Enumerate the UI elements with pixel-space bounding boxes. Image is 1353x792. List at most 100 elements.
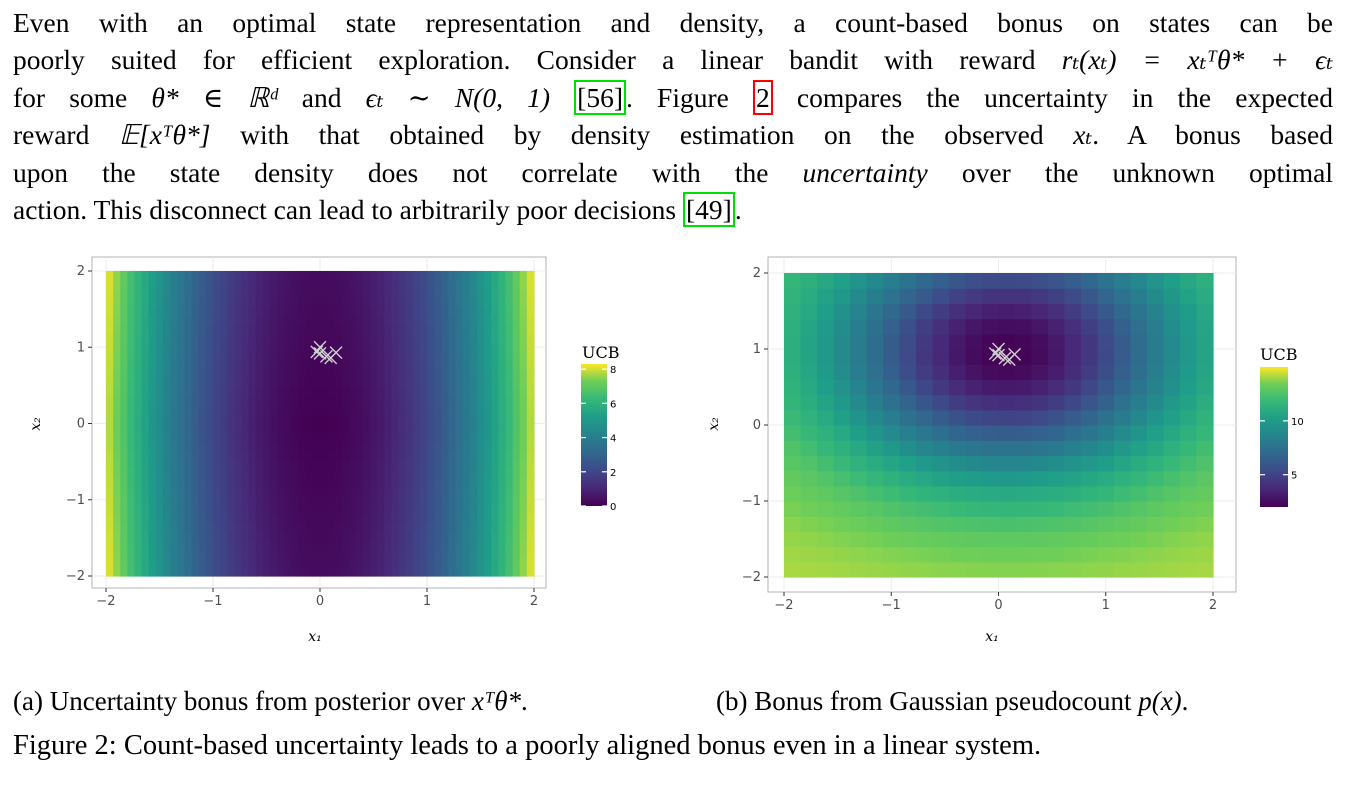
heatmap-cell [177, 531, 186, 541]
heatmap-cell [384, 504, 392, 514]
heatmap-cell [148, 369, 157, 380]
heatmap-cell [305, 378, 314, 389]
heatmap-cell [277, 486, 285, 496]
heatmap-cell [362, 360, 371, 371]
heatmap-cell [512, 486, 521, 496]
heatmap-cell [213, 271, 221, 281]
heatmap-cell [462, 297, 471, 308]
heatmap-cell [291, 531, 300, 541]
heatmap-cell [405, 315, 414, 326]
heatmap-cell [170, 558, 178, 568]
heatmap-cell [427, 486, 435, 496]
heatmap-cell [277, 351, 285, 362]
heatmap-cell [455, 396, 464, 407]
heatmap-cell [384, 567, 392, 577]
heatmap-cell [455, 360, 464, 371]
heatmap-cell [1081, 561, 1099, 578]
heatmap-cell [284, 558, 293, 568]
figure-ref-link[interactable]: 2 [752, 79, 773, 115]
heatmap-cell [455, 495, 464, 505]
heatmap-cell [334, 540, 342, 550]
heatmap-cell [120, 351, 128, 362]
heatmap-cell [512, 423, 521, 434]
heatmap-cell [127, 342, 136, 353]
heatmap-cell [526, 558, 535, 568]
heatmap-cell [377, 360, 385, 371]
heatmap-cell [800, 349, 818, 365]
heatmap-cell [220, 495, 228, 505]
heatmap-cell [198, 414, 207, 425]
heatmap-cell [405, 432, 414, 443]
heatmap-cell [205, 288, 214, 299]
heatmap-cell [327, 549, 335, 559]
heatmap-cell [817, 501, 835, 517]
heatmap-cell [334, 333, 342, 344]
heatmap-cell [412, 468, 421, 478]
heatmap-cell [998, 364, 1016, 380]
heatmap-cell [155, 279, 164, 290]
heatmap-cell [476, 306, 485, 317]
heatmap-cell [298, 333, 307, 344]
heatmap-cell [369, 342, 378, 353]
heatmap-cell [241, 567, 250, 577]
heatmap-cell [148, 567, 157, 577]
heatmap-cell [120, 441, 128, 452]
heatmap-cell [412, 315, 421, 326]
heatmap-cell [866, 501, 884, 517]
heatmap-cell [369, 405, 378, 416]
heatmap-cell [1180, 273, 1198, 289]
heatmap-cell [833, 561, 851, 578]
heatmap-cell [220, 567, 228, 577]
heatmap-cell [982, 394, 1000, 411]
heatmap-cell [462, 369, 471, 380]
heatmap-cell [434, 405, 442, 416]
heatmap-cell [462, 271, 471, 281]
heatmap-cell [526, 306, 535, 317]
heatmap-cell [982, 379, 1000, 396]
heatmap-cell [270, 271, 278, 281]
heatmap-cell [1097, 394, 1115, 411]
heatmap-cell [817, 546, 835, 563]
heatmap-cell [234, 378, 243, 389]
heatmap-cell [334, 531, 342, 541]
heatmap-cell [866, 455, 884, 472]
heatmap-cell [141, 504, 150, 514]
heatmap-cell [191, 351, 200, 362]
heatmap-cell [455, 513, 464, 523]
heatmap-cell [106, 369, 114, 380]
heatmap-cell [850, 485, 868, 502]
heatmap-cell [1163, 303, 1181, 320]
heatmap-cell [277, 513, 285, 523]
heatmap-cell [205, 522, 214, 532]
x-tick-label: 0 [316, 594, 324, 609]
heatmap-cell [284, 414, 293, 425]
heatmap-cell [1048, 455, 1066, 472]
heatmap-cell [298, 387, 307, 398]
heatmap-cell [1031, 394, 1049, 411]
heatmap-cell [419, 396, 428, 407]
heatmap-cell [134, 315, 143, 326]
heatmap-cell [448, 522, 457, 532]
heatmap-cell [519, 405, 528, 416]
heatmap-cell [949, 288, 967, 304]
citation-link-56[interactable]: [56] [574, 79, 627, 115]
heatmap-cell [241, 477, 250, 487]
heatmap-cell [320, 486, 328, 496]
heatmap-cell [184, 486, 193, 496]
heatmap-cell [284, 504, 293, 514]
heatmap-cell [916, 409, 934, 426]
heatmap-cell [213, 423, 221, 434]
heatmap-cell [127, 459, 136, 469]
heatmap-cell [932, 379, 950, 396]
heatmap-cell [341, 459, 350, 469]
heatmap-cell [348, 288, 357, 299]
heatmap-cell [305, 513, 314, 523]
heatmap-cell [270, 495, 278, 505]
citation-link-49[interactable]: [49] [683, 192, 735, 228]
heatmap-cell [491, 531, 499, 541]
heatmap-cell [1048, 409, 1066, 426]
heatmap-cell [205, 342, 214, 353]
heatmap-cell [184, 315, 193, 326]
heatmap-cell [391, 504, 400, 514]
heatmap-cell [262, 324, 271, 335]
